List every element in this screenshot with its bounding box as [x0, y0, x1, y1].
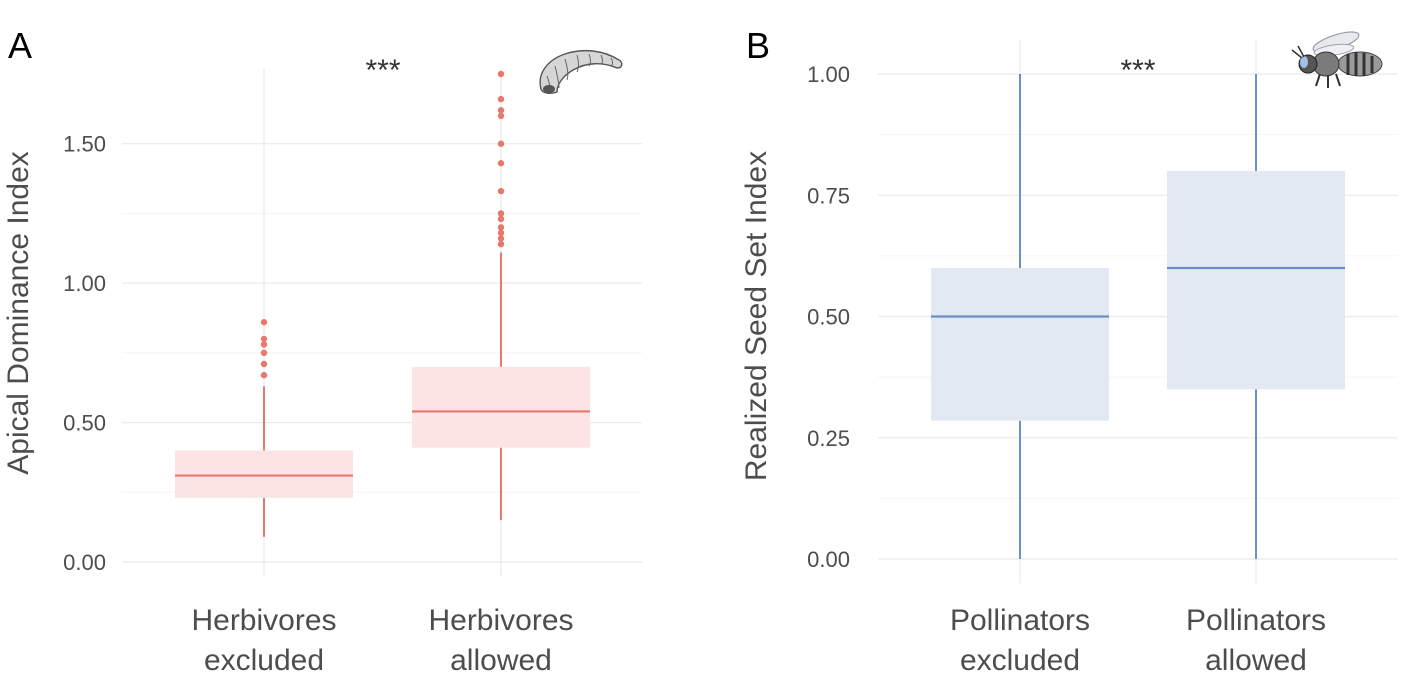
- panel-b-significance: ***: [1120, 54, 1155, 87]
- panel-b-label: B: [746, 25, 770, 66]
- panel-a-outlier-point: [497, 210, 505, 217]
- panel-b-y-tick-label: 0.50: [807, 305, 850, 330]
- panel-a-outlier-point: [497, 240, 505, 248]
- panel-b-y-ticks: 0.00 0.25 0.50 0.75 1.00: [807, 62, 850, 572]
- panel-b: B Realized Seed Set Index 0.000.250.500.…: [740, 25, 1398, 677]
- panel-a-outlier-point: [497, 140, 505, 147]
- panel-b-iqr-box: [1167, 171, 1345, 390]
- caterpillar-icon: [539, 49, 623, 94]
- panel-b-category-label-line1: Pollinators: [950, 604, 1090, 637]
- panel-a-boxes: [175, 70, 590, 537]
- panel-a-outlier-point: [260, 341, 268, 348]
- panel-a-outlier-point: [497, 229, 505, 237]
- panel-b-y-tick-label: 0.75: [807, 183, 850, 208]
- panel-a-y-ticks: 0.00 0.50 1.00 1.50: [63, 132, 106, 575]
- panel-a-outlier-point: [497, 70, 505, 78]
- panel-a-outlier-point: [497, 215, 505, 223]
- panel-a-y-tick-label: 1.50: [63, 132, 106, 157]
- panel-a-outlier-point: [497, 187, 505, 195]
- panel-a-iqr-box: [412, 366, 590, 448]
- panel-a-outlier-point: [497, 107, 505, 114]
- panel-b-y-axis-title: Realized Seed Set Index: [740, 151, 773, 481]
- panel-a-outlier-point: [260, 371, 268, 379]
- panel-a-iqr-box: [175, 450, 353, 498]
- panel-a-outlier-point: [497, 235, 505, 242]
- panel-b-box-1: [931, 74, 1109, 559]
- panel-a-outlier-point: [260, 349, 268, 357]
- panel-a-gridlines: [122, 68, 642, 576]
- panel-a-outlier-point: [497, 160, 505, 167]
- panel-a-y-tick-label: 1.00: [63, 271, 106, 296]
- bee-icon: [1291, 31, 1383, 88]
- panel-b-category-label-line2: excluded: [960, 644, 1080, 677]
- panel-a-y-tick-label: 0.50: [63, 411, 106, 436]
- panel-b-y-tick-label: 0.25: [807, 426, 850, 451]
- panel-a-significance: ***: [365, 54, 400, 87]
- panel-b-y-tick-label: 0.00: [807, 547, 850, 572]
- panel-a-x-categories: Herbivores excluded Herbivores allowed: [191, 604, 573, 677]
- panel-b-iqr-box: [931, 268, 1109, 421]
- panel-a-y-tick-label: 0.00: [63, 550, 106, 575]
- panel-a-outlier-point: [260, 318, 268, 326]
- panel-a-y-axis-title: Apical Dominance Index: [2, 151, 35, 475]
- panel-a-box-1: [175, 318, 353, 537]
- panel-a-category-label-line2: allowed: [450, 644, 552, 677]
- panel-b-x-categories: Pollinators excluded Pollinators allowed: [950, 604, 1326, 677]
- panel-a: A Apical Dominance Index 0.00 0.50 1.00 1.5…: [2, 25, 642, 677]
- panel-b-y-tick-label: 1.00: [807, 62, 850, 87]
- panel-b-boxes: [931, 74, 1345, 559]
- panel-b-box-2: [1167, 74, 1345, 559]
- panel-a-box-2: [412, 70, 590, 521]
- panel-a-outlier-point: [497, 95, 505, 103]
- panel-a-outlier-point: [260, 335, 268, 343]
- panel-a-category-label-line1: Herbivores: [191, 604, 336, 637]
- panel-a-category-label-line2: excluded: [204, 644, 324, 677]
- panel-b-category-label-line1: Pollinators: [1186, 604, 1326, 637]
- panel-b-category-label-line2: allowed: [1205, 644, 1307, 677]
- panel-a-label: A: [8, 25, 32, 66]
- panel-a-outlier-point: [260, 360, 268, 368]
- panel-a-outlier-point: [497, 112, 505, 120]
- panel-a-outlier-point: [497, 224, 505, 231]
- panel-a-category-label-line1: Herbivores: [428, 604, 573, 637]
